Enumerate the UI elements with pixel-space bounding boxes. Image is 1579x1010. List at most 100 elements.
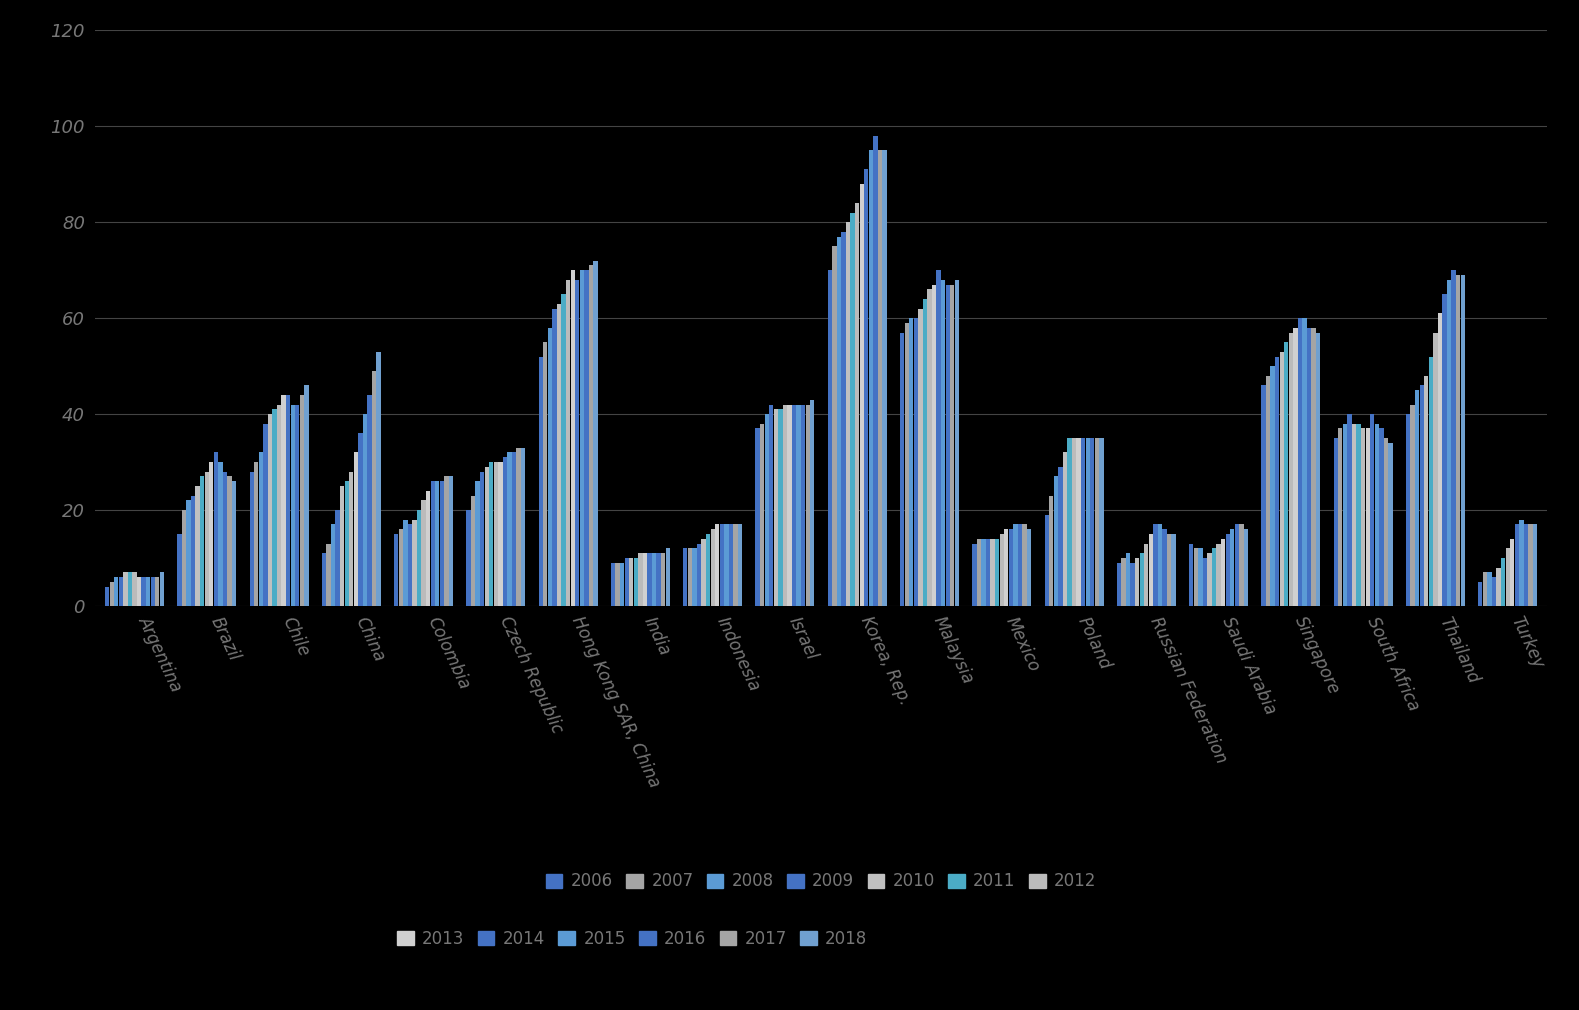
Bar: [842, 232, 846, 606]
Bar: [832, 246, 837, 606]
Bar: [150, 578, 155, 606]
Bar: [1342, 424, 1347, 606]
Bar: [398, 529, 403, 606]
Bar: [1510, 539, 1514, 606]
Bar: [1063, 452, 1067, 606]
Bar: [118, 578, 123, 606]
Bar: [643, 553, 647, 606]
Bar: [990, 539, 995, 606]
Bar: [982, 539, 985, 606]
Bar: [1221, 539, 1225, 606]
Bar: [291, 404, 295, 606]
Bar: [557, 304, 561, 606]
Bar: [327, 543, 330, 606]
Bar: [910, 318, 913, 606]
Bar: [1492, 578, 1497, 606]
Bar: [801, 404, 805, 606]
Bar: [422, 501, 426, 606]
Bar: [186, 501, 191, 606]
Bar: [1442, 294, 1446, 606]
Bar: [1053, 477, 1058, 606]
Bar: [305, 386, 308, 606]
Bar: [502, 458, 507, 606]
Bar: [286, 395, 291, 606]
Bar: [1524, 524, 1528, 606]
Bar: [335, 510, 339, 606]
Bar: [759, 424, 764, 606]
Bar: [373, 371, 376, 606]
Bar: [778, 409, 783, 606]
Bar: [1271, 367, 1274, 606]
Bar: [932, 285, 936, 606]
Bar: [1487, 573, 1492, 606]
Bar: [276, 404, 281, 606]
Bar: [426, 491, 431, 606]
Bar: [1424, 376, 1429, 606]
Bar: [584, 271, 589, 606]
Bar: [1461, 275, 1465, 606]
Bar: [720, 524, 723, 606]
Bar: [927, 289, 932, 606]
Bar: [358, 433, 363, 606]
Bar: [1162, 529, 1167, 606]
Bar: [725, 524, 728, 606]
Bar: [616, 563, 621, 606]
Bar: [1388, 442, 1393, 606]
Bar: [1315, 332, 1320, 606]
Bar: [145, 578, 150, 606]
Bar: [395, 534, 398, 606]
Bar: [1140, 553, 1143, 606]
Bar: [1337, 428, 1342, 606]
Bar: [1284, 342, 1288, 606]
Bar: [1090, 438, 1094, 606]
Bar: [1018, 524, 1022, 606]
Bar: [264, 424, 267, 606]
Bar: [946, 285, 951, 606]
Bar: [232, 482, 237, 606]
Bar: [1483, 573, 1487, 606]
Bar: [339, 486, 344, 606]
Bar: [444, 477, 448, 606]
Bar: [109, 582, 114, 606]
Bar: [1194, 548, 1198, 606]
Bar: [922, 299, 927, 606]
Bar: [1505, 548, 1510, 606]
Bar: [448, 477, 453, 606]
Bar: [431, 482, 434, 606]
Bar: [272, 409, 276, 606]
Bar: [570, 271, 575, 606]
Bar: [1371, 414, 1374, 606]
Bar: [538, 357, 543, 606]
Bar: [1145, 543, 1148, 606]
Bar: [254, 463, 259, 606]
Bar: [417, 510, 422, 606]
Bar: [769, 404, 774, 606]
Bar: [1148, 534, 1153, 606]
Bar: [977, 539, 981, 606]
Bar: [715, 524, 720, 606]
Bar: [774, 409, 778, 606]
Bar: [684, 548, 687, 606]
Bar: [1045, 515, 1048, 606]
Bar: [1026, 529, 1031, 606]
Bar: [281, 395, 286, 606]
Bar: [344, 482, 349, 606]
Bar: [662, 553, 665, 606]
Bar: [805, 404, 810, 606]
Bar: [1004, 529, 1009, 606]
Bar: [579, 271, 584, 606]
Bar: [142, 578, 145, 606]
Bar: [1230, 529, 1235, 606]
Bar: [1121, 558, 1126, 606]
Bar: [1366, 428, 1371, 606]
Bar: [1153, 524, 1157, 606]
Bar: [1519, 519, 1524, 606]
Bar: [783, 404, 786, 606]
Bar: [516, 447, 521, 606]
Bar: [1216, 543, 1221, 606]
Bar: [810, 400, 815, 606]
Bar: [268, 414, 272, 606]
Bar: [475, 482, 480, 606]
Bar: [711, 529, 715, 606]
Bar: [851, 213, 854, 606]
